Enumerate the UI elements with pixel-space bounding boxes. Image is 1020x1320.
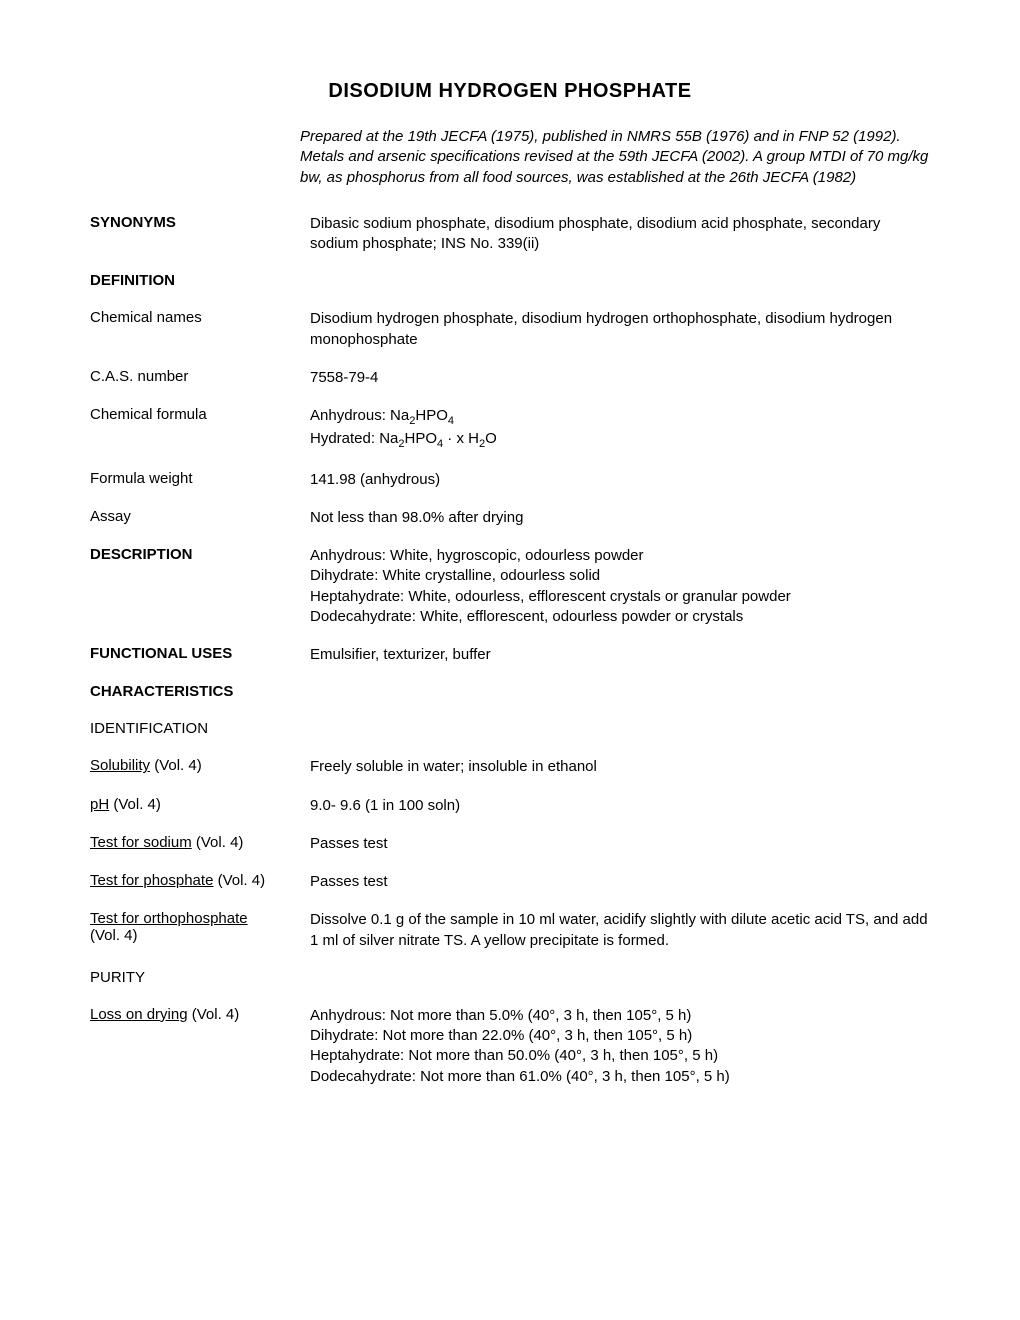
formula-text: Hydrated: Na — [310, 430, 398, 447]
description-label: DESCRIPTION — [90, 546, 310, 563]
test-sodium-value: Passes test — [310, 834, 930, 854]
test-orthophosphate-value: Dissolve 0.1 g of the sample in 10 ml wa… — [310, 910, 930, 951]
formula-text: · x H — [443, 430, 479, 447]
loss-on-drying-label-text: Loss on drying — [90, 1006, 188, 1023]
ph-label: pH (Vol. 4) — [90, 796, 310, 813]
loss-on-drying-row: Loss on drying (Vol. 4) Anhydrous: Not m… — [90, 1006, 930, 1087]
loss-on-drying-line: Dodecahydrate: Not more than 61.0% (40°,… — [310, 1067, 930, 1087]
assay-value: Not less than 98.0% after drying — [310, 508, 930, 528]
formula-weight-label: Formula weight — [90, 470, 310, 487]
loss-on-drying-line: Anhydrous: Not more than 5.0% (40°, 3 h,… — [310, 1006, 930, 1026]
ph-value: 9.0- 9.6 (1 in 100 soln) — [310, 796, 930, 816]
purity-header: PURITY — [90, 969, 930, 986]
formula-text: HPO — [405, 430, 438, 447]
chemical-names-label: Chemical names — [90, 309, 310, 326]
loss-on-drying-value: Anhydrous: Not more than 5.0% (40°, 3 h,… — [310, 1006, 930, 1087]
description-value: Anhydrous: White, hygroscopic, odourless… — [310, 546, 930, 627]
loss-on-drying-line: Heptahydrate: Not more than 50.0% (40°, … — [310, 1046, 930, 1066]
ph-label-text: pH — [90, 796, 109, 813]
test-phosphate-value: Passes test — [310, 872, 930, 892]
solubility-label-text: Solubility — [90, 757, 150, 774]
solubility-vol: (Vol. 4) — [150, 757, 202, 774]
functional-uses-value: Emulsifier, texturizer, buffer — [310, 645, 930, 665]
functional-uses-row: FUNCTIONAL USES Emulsifier, texturizer, … — [90, 645, 930, 665]
test-sodium-label: Test for sodium (Vol. 4) — [90, 834, 310, 851]
test-phosphate-row: Test for phosphate (Vol. 4) Passes test — [90, 872, 930, 892]
description-line: Anhydrous: White, hygroscopic, odourless… — [310, 546, 930, 566]
description-line: Dihydrate: White crystalline, odourless … — [310, 566, 930, 586]
chemical-formula-label: Chemical formula — [90, 406, 310, 423]
characteristics-header: CHARACTERISTICS — [90, 683, 930, 700]
functional-uses-label: FUNCTIONAL USES — [90, 645, 310, 662]
test-orthophosphate-label: Test for orthophosphate(Vol. 4) — [90, 910, 310, 944]
solubility-label: Solubility (Vol. 4) — [90, 757, 310, 774]
chemical-formula-row: Chemical formula Anhydrous: Na2HPO4 Hydr… — [90, 406, 930, 452]
solubility-value: Freely soluble in water; insoluble in et… — [310, 757, 930, 777]
test-phosphate-label: Test for phosphate (Vol. 4) — [90, 872, 310, 889]
ph-row: pH (Vol. 4) 9.0- 9.6 (1 in 100 soln) — [90, 796, 930, 816]
formula-text: Anhydrous: Na — [310, 407, 409, 424]
test-orthophosphate-vol: (Vol. 4) — [90, 927, 138, 944]
test-phosphate-vol: (Vol. 4) — [213, 872, 265, 889]
formula-weight-row: Formula weight 141.98 (anhydrous) — [90, 470, 930, 490]
loss-on-drying-vol: (Vol. 4) — [188, 1006, 240, 1023]
formula-weight-value: 141.98 (anhydrous) — [310, 470, 930, 490]
description-line: Heptahydrate: White, odourless, efflores… — [310, 587, 930, 607]
chemical-formula-anhydrous: Anhydrous: Na2HPO4 — [310, 406, 930, 429]
page-title: DISODIUM HYDROGEN PHOSPHATE — [90, 80, 930, 103]
test-phosphate-label-text: Test for phosphate — [90, 872, 213, 889]
synonyms-label: SYNONYMS — [90, 214, 310, 231]
ph-vol: (Vol. 4) — [109, 796, 161, 813]
identification-header: IDENTIFICATION — [90, 720, 930, 737]
loss-on-drying-label: Loss on drying (Vol. 4) — [90, 1006, 310, 1023]
synonyms-row: SYNONYMS Dibasic sodium phosphate, disod… — [90, 214, 930, 255]
assay-label: Assay — [90, 508, 310, 525]
cas-number-row: C.A.S. number 7558-79-4 — [90, 368, 930, 388]
cas-number-label: C.A.S. number — [90, 368, 310, 385]
test-orthophosphate-label-text: Test for orthophosphate — [90, 910, 248, 927]
cas-number-value: 7558-79-4 — [310, 368, 930, 388]
chemical-formula-value: Anhydrous: Na2HPO4 Hydrated: Na2HPO4 · x… — [310, 406, 930, 452]
chemical-names-value: Disodium hydrogen phosphate, disodium hy… — [310, 309, 930, 350]
assay-row: Assay Not less than 98.0% after drying — [90, 508, 930, 528]
test-sodium-label-text: Test for sodium — [90, 834, 192, 851]
description-line: Dodecahydrate: White, efflorescent, odou… — [310, 607, 930, 627]
synonyms-value: Dibasic sodium phosphate, disodium phosp… — [310, 214, 930, 255]
solubility-row: Solubility (Vol. 4) Freely soluble in wa… — [90, 757, 930, 777]
description-row: DESCRIPTION Anhydrous: White, hygroscopi… — [90, 546, 930, 627]
test-sodium-row: Test for sodium (Vol. 4) Passes test — [90, 834, 930, 854]
test-orthophosphate-row: Test for orthophosphate(Vol. 4) Dissolve… — [90, 910, 930, 951]
loss-on-drying-line: Dihydrate: Not more than 22.0% (40°, 3 h… — [310, 1026, 930, 1046]
test-sodium-vol: (Vol. 4) — [192, 834, 244, 851]
chemical-formula-hydrated: Hydrated: Na2HPO4 · x H2O — [310, 429, 930, 452]
formula-sub: 4 — [448, 415, 454, 427]
chemical-names-row: Chemical names Disodium hydrogen phospha… — [90, 309, 930, 350]
prepared-note: Prepared at the 19th JECFA (1975), publi… — [300, 127, 930, 188]
formula-text: HPO — [415, 407, 448, 424]
definition-header: DEFINITION — [90, 272, 930, 289]
formula-text: O — [485, 430, 497, 447]
